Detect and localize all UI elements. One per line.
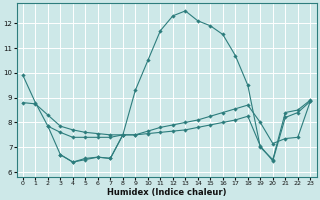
X-axis label: Humidex (Indice chaleur): Humidex (Indice chaleur) — [107, 188, 226, 197]
